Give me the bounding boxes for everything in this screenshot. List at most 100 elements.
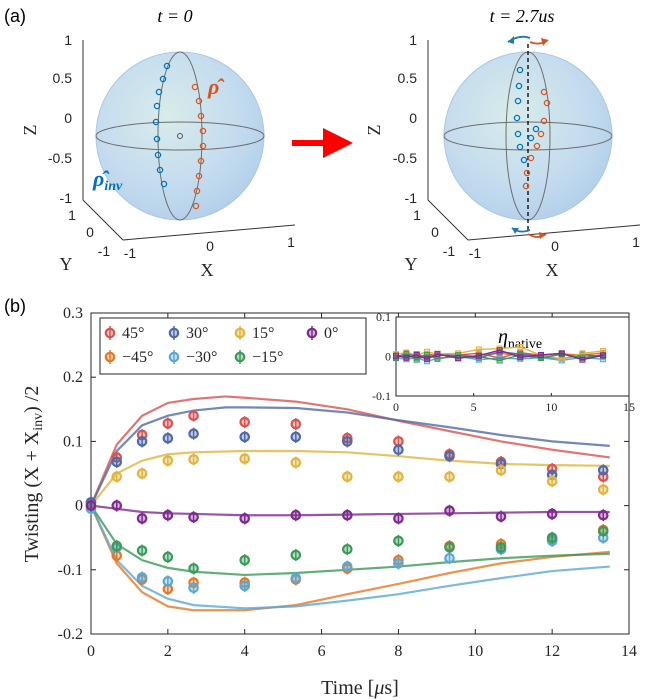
data-point [188, 428, 199, 439]
rho-inv-point [514, 130, 522, 138]
x-label-end: s] [384, 677, 398, 699]
data-point [162, 455, 174, 466]
rotation-arrowhead-bottom-blue [512, 228, 519, 234]
rho-inv-point [527, 134, 535, 142]
inset-data-point [517, 344, 524, 351]
z-axis-label: Z [20, 125, 40, 136]
rho-inv-point [163, 62, 171, 70]
data-point [342, 561, 353, 572]
inset-line-−15° [395, 353, 604, 362]
y-label-end: ) /2 [21, 386, 43, 413]
data-point [393, 513, 404, 524]
rho-points [191, 83, 207, 210]
data-point [188, 454, 199, 465]
sphere-body [95, 51, 265, 221]
y-tick-label: 0 [75, 498, 83, 515]
inset-line-0° [395, 349, 604, 361]
rho-inv-point [153, 135, 161, 143]
z-tick-0: 0 [409, 110, 417, 126]
legend: 45° 30° 15° 0° −45° −30° −15° [99, 317, 367, 375]
equator-ring [95, 121, 265, 151]
rho-inv-point [152, 118, 160, 126]
data-point [162, 432, 174, 444]
eta-native-inset: ηnative 0 5 10 15-0.100.1 [372, 310, 635, 414]
data-point [136, 572, 148, 583]
legend-label: 30° [186, 325, 208, 342]
data-point [444, 450, 455, 462]
rho-point [197, 112, 205, 120]
inset-data-point [413, 351, 420, 358]
rho-point [197, 157, 205, 165]
legend-marker [234, 327, 246, 339]
data-point [290, 457, 302, 468]
data-point [495, 542, 507, 553]
data-point [162, 418, 174, 429]
inset-x-tick-label: 5 [471, 400, 477, 414]
y-tick-label: 0.2 [63, 369, 83, 386]
legend-label: 15° [252, 325, 274, 342]
x-tick-neg1: -1 [124, 245, 137, 261]
inset-data-point [600, 352, 607, 359]
data-point [290, 572, 302, 584]
data-point [136, 545, 148, 556]
data-point [546, 532, 558, 543]
left-sphere-title: t = 0 [157, 6, 192, 26]
y-tick-label: 0.3 [63, 305, 83, 322]
data-point [597, 509, 609, 521]
y-tick-label: -0.1 [58, 562, 83, 579]
inset-data-point [393, 352, 399, 359]
rho-inv-points [152, 62, 171, 188]
x-tick-0: 0 [551, 238, 559, 254]
rho-inv-point [155, 88, 163, 96]
data-point [136, 436, 148, 447]
z-tick-0.5: 0.5 [398, 70, 418, 86]
rho-points [522, 88, 551, 190]
data-point [188, 410, 199, 422]
data-point [85, 500, 97, 511]
rho-point [527, 154, 535, 162]
data-point [546, 508, 558, 520]
rotation-arrowhead-top-blue [508, 36, 514, 44]
x-tick-label: 0 [87, 643, 95, 660]
rho-inv-point [514, 97, 522, 105]
data-point [188, 563, 199, 574]
data-point [239, 416, 251, 428]
inset-y-tick-label: -0.1 [372, 389, 391, 403]
y-tick-label: 0.1 [63, 433, 83, 450]
data-point [597, 464, 609, 476]
legend-marker [168, 327, 180, 339]
x-label-mu: μ [373, 677, 384, 699]
model-line-45° [89, 395, 610, 507]
data-point [239, 580, 251, 592]
data-point [162, 576, 174, 587]
inset-axis-ticks: 0 5 10 15-0.100.1 [372, 310, 635, 414]
y-axis-label: Y [405, 254, 418, 274]
z-axis-label: Z [364, 125, 384, 136]
inset-title: ηnative [498, 326, 542, 352]
y-label-main: Twisting (X + X [21, 430, 43, 562]
x-tick-1: 1 [287, 234, 295, 250]
rho-point [191, 83, 199, 91]
rho-inv-point [515, 82, 523, 90]
data-point [495, 511, 507, 522]
inset-y-tick-label: 0.1 [376, 310, 391, 324]
data-point [188, 582, 199, 594]
y-label-sub: inv [31, 413, 46, 431]
rho-point [537, 130, 545, 138]
data-point [444, 552, 455, 564]
rho-inv-point [520, 156, 528, 164]
data-point [162, 509, 174, 521]
data-point [239, 513, 251, 524]
data-point [239, 453, 251, 465]
inset-data-point [424, 355, 431, 362]
rho-inv-point [516, 143, 524, 151]
data-point [111, 456, 123, 468]
data-point [290, 549, 302, 561]
data-point [290, 431, 302, 443]
right-sphere-title: t = 2.7us [490, 6, 555, 26]
rho-point [195, 172, 203, 180]
sphere-center [177, 133, 183, 139]
inset-data-point [496, 357, 503, 364]
rho-point [199, 127, 207, 135]
data-point [188, 511, 199, 523]
